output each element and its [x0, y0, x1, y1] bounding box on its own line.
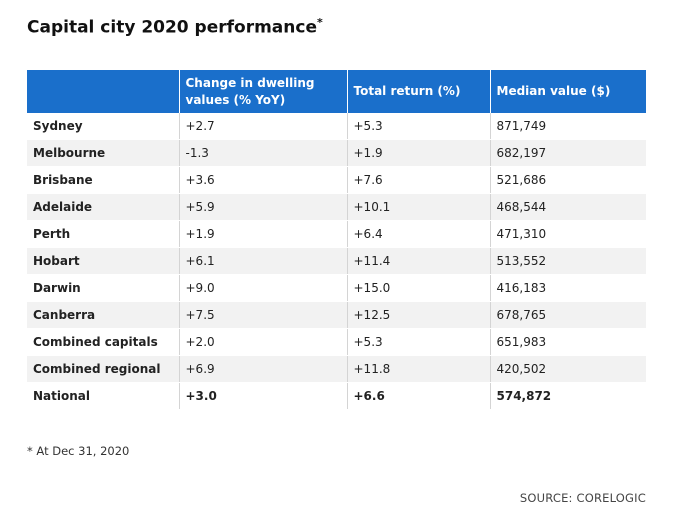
header-change: Change in dwelling values (% YoY) [178, 70, 347, 113]
cell-city: Melbourne [27, 139, 179, 167]
cell-change: +1.9 [178, 220, 347, 248]
cell-change: +9.0 [178, 274, 347, 302]
cell-median-value: 513,552 [489, 247, 646, 275]
cell-median-value: 420,502 [489, 355, 646, 383]
cell-total-return: +12.5 [346, 301, 490, 329]
table-row: Sydney +2.7 +5.3 871,749 [27, 113, 646, 140]
cell-total-return: +11.8 [346, 355, 490, 383]
cell-total-return: +11.4 [346, 247, 490, 275]
table-row: Combined regional +6.9 +11.8 420,502 [27, 355, 646, 383]
cell-city: Canberra [27, 301, 179, 329]
cell-total-return: +15.0 [346, 274, 490, 302]
cell-median-value: 574,872 [489, 382, 646, 410]
cell-total-return: +5.3 [346, 328, 490, 356]
performance-table: Change in dwelling values (% YoY) Total … [27, 70, 646, 410]
cell-total-return: +6.4 [346, 220, 490, 248]
cell-total-return: +6.6 [346, 382, 490, 410]
source-credit: SOURCE: CORELOGIC [519, 491, 646, 505]
table-row: Canberra +7.5 +12.5 678,765 [27, 301, 646, 329]
cell-change: +5.9 [178, 193, 347, 221]
cell-median-value: 678,765 [489, 301, 646, 329]
cell-city: Hobart [27, 247, 179, 275]
table-row: Melbourne -1.3 +1.9 682,197 [27, 139, 646, 167]
cell-median-value: 416,183 [489, 274, 646, 302]
table-header-row: Change in dwelling values (% YoY) Total … [27, 70, 646, 113]
header-city [27, 70, 179, 113]
cell-median-value: 871,749 [489, 113, 646, 140]
header-total-return: Total return (%) [346, 70, 490, 113]
cell-change: +3.0 [178, 382, 347, 410]
cell-change: -1.3 [178, 139, 347, 167]
page-title: Capital city 2020 performance* [27, 16, 323, 38]
cell-total-return: +1.9 [346, 139, 490, 167]
cell-city: Adelaide [27, 193, 179, 221]
cell-median-value: 682,197 [489, 139, 646, 167]
table-row: Darwin +9.0 +15.0 416,183 [27, 274, 646, 302]
cell-change: +2.0 [178, 328, 347, 356]
cell-city: Sydney [27, 113, 179, 140]
table-row: Brisbane +3.6 +7.6 521,686 [27, 166, 646, 194]
cell-median-value: 471,310 [489, 220, 646, 248]
footnote: * At Dec 31, 2020 [27, 444, 130, 458]
cell-city: Darwin [27, 274, 179, 302]
cell-city: National [27, 382, 179, 410]
cell-change: +6.9 [178, 355, 347, 383]
title-footnote-mark: * [317, 16, 323, 29]
cell-change: +3.6 [178, 166, 347, 194]
cell-city: Perth [27, 220, 179, 248]
cell-city: Combined capitals [27, 328, 179, 356]
header-median-value: Median value ($) [489, 70, 646, 113]
cell-change: +2.7 [178, 113, 347, 140]
cell-median-value: 521,686 [489, 166, 646, 194]
cell-median-value: 468,544 [489, 193, 646, 221]
cell-total-return: +5.3 [346, 113, 490, 140]
cell-total-return: +7.6 [346, 166, 490, 194]
table-row: Adelaide +5.9 +10.1 468,544 [27, 193, 646, 221]
table-row: Combined capitals +2.0 +5.3 651,983 [27, 328, 646, 356]
table-row: National +3.0 +6.6 574,872 [27, 382, 646, 410]
cell-change: +6.1 [178, 247, 347, 275]
table-row: Perth +1.9 +6.4 471,310 [27, 220, 646, 248]
table-row: Hobart +6.1 +11.4 513,552 [27, 247, 646, 275]
cell-city: Combined regional [27, 355, 179, 383]
cell-change: +7.5 [178, 301, 347, 329]
cell-total-return: +10.1 [346, 193, 490, 221]
cell-city: Brisbane [27, 166, 179, 194]
cell-median-value: 651,983 [489, 328, 646, 356]
